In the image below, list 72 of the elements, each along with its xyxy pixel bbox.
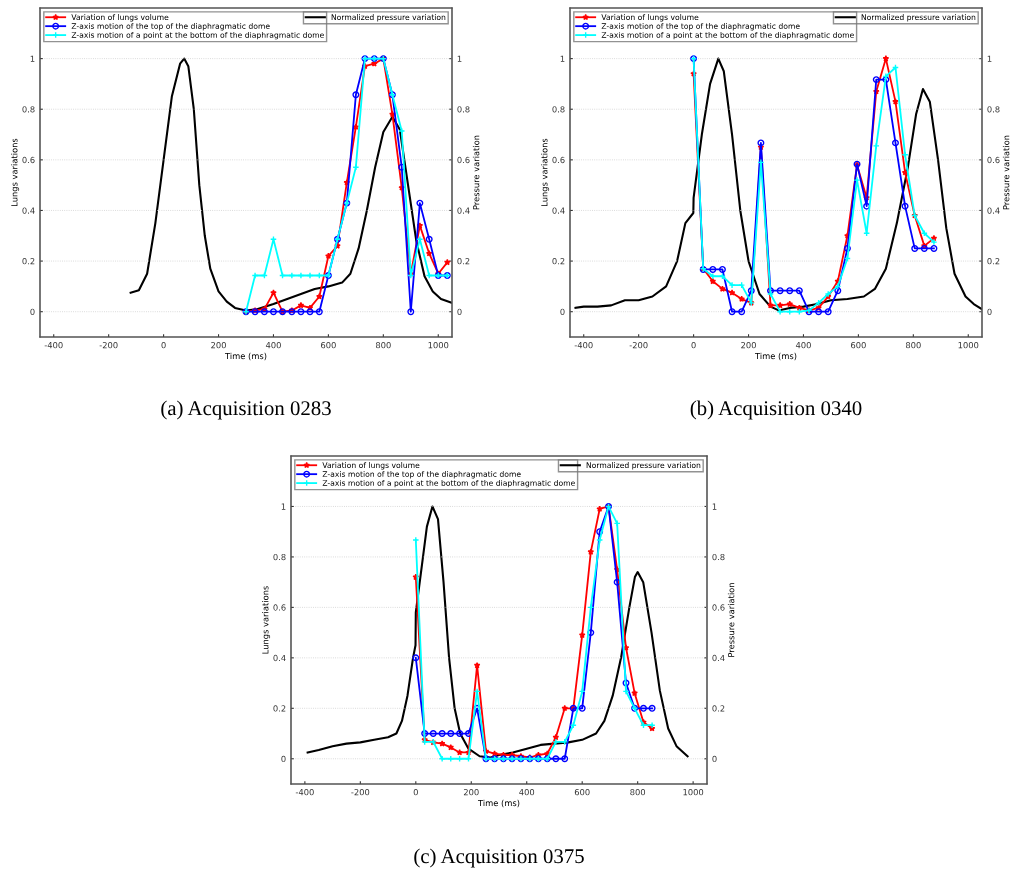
- y-axis-title: Lungs variations: [541, 138, 550, 206]
- y2-tick-label: 0.8: [457, 106, 470, 113]
- y2-tick-label: 1: [457, 55, 462, 62]
- x-tick-label: 400: [795, 342, 811, 349]
- y-tick-label: 0.4: [552, 207, 565, 214]
- y-tick-label: 1: [281, 503, 286, 510]
- y2-tick-label: 1: [712, 503, 717, 510]
- y-tick-label: 0.8: [552, 106, 565, 113]
- y-tick-label: 0.2: [552, 258, 565, 265]
- y2-tick-label: 0.2: [987, 258, 1000, 265]
- x-tick-label: 1000: [683, 789, 704, 796]
- x-tick-label: 1000: [958, 342, 979, 349]
- x-tick-label: 200: [211, 342, 226, 349]
- y2-tick-label: 0.8: [987, 106, 1000, 113]
- y2-tick-label: 0: [712, 755, 717, 763]
- y-tick-label: 0: [560, 308, 565, 315]
- y-tick-label: 0.8: [22, 106, 35, 113]
- x-tick-label: -400: [574, 342, 593, 349]
- y2-axis-title: Pressure variation: [727, 583, 735, 657]
- x-tick-label: -200: [351, 789, 370, 796]
- x-tick-label: -200: [629, 342, 648, 349]
- x-tick-label: 600: [574, 789, 590, 796]
- x-tick-label: -200: [99, 342, 118, 349]
- x-tick-label: -400: [44, 342, 63, 349]
- y-tick-label: 0.2: [273, 705, 286, 712]
- y2-tick-label: 0.6: [712, 604, 725, 611]
- y-tick-label: 0.8: [273, 553, 286, 561]
- y2-tick-label: 0.2: [457, 258, 470, 265]
- y-tick-label: 0.4: [273, 654, 286, 662]
- x-tick-label: 400: [519, 789, 535, 796]
- x-tick-label: 800: [375, 342, 391, 349]
- y-tick-label: 0.6: [552, 156, 565, 164]
- x-tick-label: 800: [630, 789, 646, 796]
- y2-tick-label: 1: [987, 55, 992, 62]
- y2-tick-label: 0.6: [457, 156, 470, 164]
- text: (b) Acquisition 0340: [690, 400, 862, 420]
- x-tick-label: 400: [265, 342, 281, 349]
- x-tick-label: 600: [851, 342, 866, 349]
- x-tick-label: 200: [741, 342, 756, 349]
- x-tick-label: 0: [161, 342, 166, 349]
- y-tick-label: 0: [281, 755, 286, 763]
- y-tick-label: 0.6: [22, 156, 35, 164]
- text: (c) Acquisition 0375: [414, 848, 584, 868]
- y2-tick-label: 0: [987, 308, 992, 315]
- y-tick-label: 0.2: [22, 258, 35, 265]
- y2-tick-label: 0.4: [987, 207, 1000, 214]
- y-tick-label: 0.4: [22, 207, 35, 214]
- y-axis-title: Lungs variations: [262, 586, 271, 654]
- x-tick-label: 200: [463, 789, 479, 796]
- y2-tick-label: 0.4: [712, 654, 725, 662]
- y2-tick-label: 0.8: [712, 553, 725, 561]
- x-axis-title: Time (ms): [754, 352, 797, 361]
- y-tick-label: 0: [30, 308, 35, 315]
- y-tick-label: 1: [30, 55, 35, 62]
- y2-tick-label: 0: [457, 308, 462, 315]
- y2-axis-title: Pressure variation: [472, 135, 480, 210]
- text: (a) Acquisition 0283: [161, 400, 331, 420]
- x-tick-label: 1000: [428, 342, 449, 349]
- x-axis-title: Time (ms): [477, 799, 520, 808]
- x-tick-label: 0: [691, 342, 696, 349]
- x-tick-label: 800: [905, 342, 921, 349]
- x-tick-label: 600: [321, 342, 336, 349]
- y2-axis-title: Pressure variation: [1002, 135, 1010, 210]
- y-tick-label: 0.6: [273, 604, 286, 611]
- y-tick-label: 1: [560, 55, 565, 62]
- y2-tick-label: 0.4: [457, 207, 470, 214]
- x-tick-label: -400: [295, 789, 314, 796]
- y2-tick-label: 0.2: [712, 705, 725, 712]
- y2-tick-label: 0.6: [987, 156, 1000, 164]
- x-tick-label: 0: [413, 789, 418, 796]
- y-axis-title: Lungs variations: [11, 138, 20, 206]
- x-axis-title: Time (ms): [224, 352, 267, 361]
